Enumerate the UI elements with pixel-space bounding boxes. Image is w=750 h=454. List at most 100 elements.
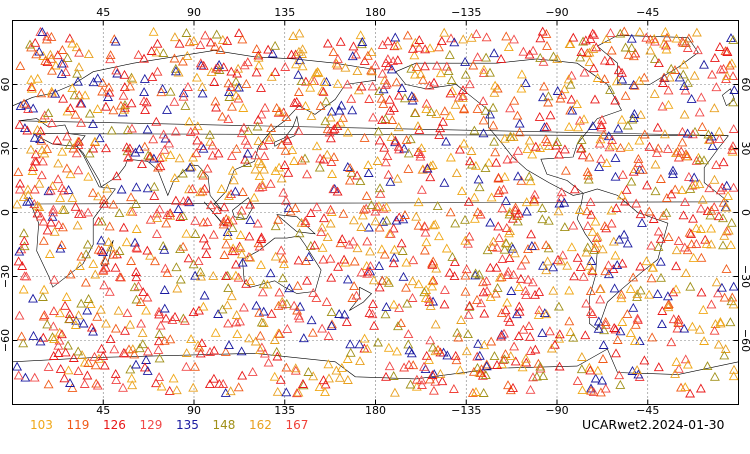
station-marker xyxy=(244,231,255,241)
station-marker xyxy=(670,184,681,194)
station-marker xyxy=(225,82,236,91)
station-marker xyxy=(510,356,521,366)
station-marker xyxy=(450,350,461,360)
station-marker xyxy=(13,167,24,177)
station-marker xyxy=(256,233,267,243)
legend-item: 126 xyxy=(103,418,126,432)
station-marker xyxy=(129,282,140,292)
station-marker xyxy=(131,182,142,192)
station-marker xyxy=(586,264,597,274)
station-marker xyxy=(247,366,258,376)
station-marker xyxy=(645,34,656,44)
station-marker xyxy=(167,315,178,325)
station-marker xyxy=(427,276,438,286)
station-marker xyxy=(356,39,367,49)
station-marker xyxy=(496,272,507,282)
station-marker xyxy=(175,212,186,221)
station-marker xyxy=(427,281,438,291)
station-marker xyxy=(568,220,579,230)
station-marker xyxy=(238,122,249,132)
station-marker xyxy=(649,53,660,63)
station-marker xyxy=(28,293,38,303)
station-marker xyxy=(425,335,436,345)
station-marker xyxy=(590,94,600,104)
station-marker xyxy=(641,256,652,266)
station-marker xyxy=(535,142,546,152)
station-marker xyxy=(12,199,23,209)
station-marker xyxy=(388,56,399,66)
station-marker xyxy=(195,39,206,49)
station-marker xyxy=(80,90,91,100)
station-marker xyxy=(427,370,438,380)
station-marker xyxy=(141,97,152,107)
station-marker xyxy=(222,300,233,310)
station-marker xyxy=(300,100,311,110)
station-marker xyxy=(671,284,681,294)
station-marker xyxy=(25,144,36,154)
station-marker xyxy=(181,361,192,371)
station-marker xyxy=(672,323,683,333)
station-marker xyxy=(332,60,343,70)
station-marker xyxy=(342,79,353,89)
station-marker xyxy=(568,32,579,42)
station-marker xyxy=(110,262,121,272)
station-marker xyxy=(456,314,467,324)
station-marker xyxy=(79,379,90,388)
station-marker xyxy=(689,172,700,182)
station-marker xyxy=(420,44,431,54)
station-marker xyxy=(722,46,733,56)
station-marker xyxy=(151,228,162,238)
station-marker xyxy=(64,314,75,324)
station-marker xyxy=(36,135,47,145)
station-marker xyxy=(201,249,212,259)
station-marker xyxy=(158,129,169,139)
station-marker xyxy=(165,334,176,344)
station-marker xyxy=(623,141,634,151)
station-marker xyxy=(401,282,411,292)
station-marker xyxy=(344,239,355,249)
station-marker xyxy=(541,28,552,38)
station-marker xyxy=(718,197,729,207)
station-marker xyxy=(290,203,301,213)
station-marker xyxy=(308,287,319,297)
station-marker xyxy=(493,221,504,231)
station-marker xyxy=(154,204,165,214)
station-marker xyxy=(509,248,520,258)
station-marker xyxy=(124,344,134,354)
station-marker xyxy=(366,47,377,57)
station-marker xyxy=(48,207,59,217)
station-marker xyxy=(527,277,538,287)
station-marker xyxy=(15,101,26,111)
station-marker xyxy=(319,213,329,223)
station-marker xyxy=(96,245,107,255)
station-marker xyxy=(698,304,709,314)
station-marker xyxy=(192,121,203,131)
station-marker xyxy=(165,86,176,96)
station-marker xyxy=(392,346,402,356)
station-marker xyxy=(398,214,409,224)
station-marker xyxy=(101,318,111,328)
station-marker xyxy=(25,39,35,49)
station-marker xyxy=(342,161,353,171)
station-marker xyxy=(211,29,222,39)
station-marker xyxy=(291,388,302,398)
station-marker xyxy=(231,259,241,269)
station-marker xyxy=(111,171,122,181)
station-marker xyxy=(691,238,702,248)
station-marker xyxy=(26,74,37,84)
station-marker xyxy=(357,210,368,220)
station-marker xyxy=(666,189,677,199)
station-marker xyxy=(566,242,577,252)
station-marker xyxy=(707,140,718,150)
station-marker xyxy=(491,157,502,167)
station-marker xyxy=(416,184,427,194)
station-marker xyxy=(469,213,480,223)
station-marker xyxy=(460,286,471,296)
station-marker xyxy=(445,110,455,120)
station-marker xyxy=(703,129,714,139)
station-marker xyxy=(18,228,29,238)
station-marker xyxy=(333,261,344,271)
station-marker xyxy=(459,138,469,148)
station-marker xyxy=(205,136,216,146)
